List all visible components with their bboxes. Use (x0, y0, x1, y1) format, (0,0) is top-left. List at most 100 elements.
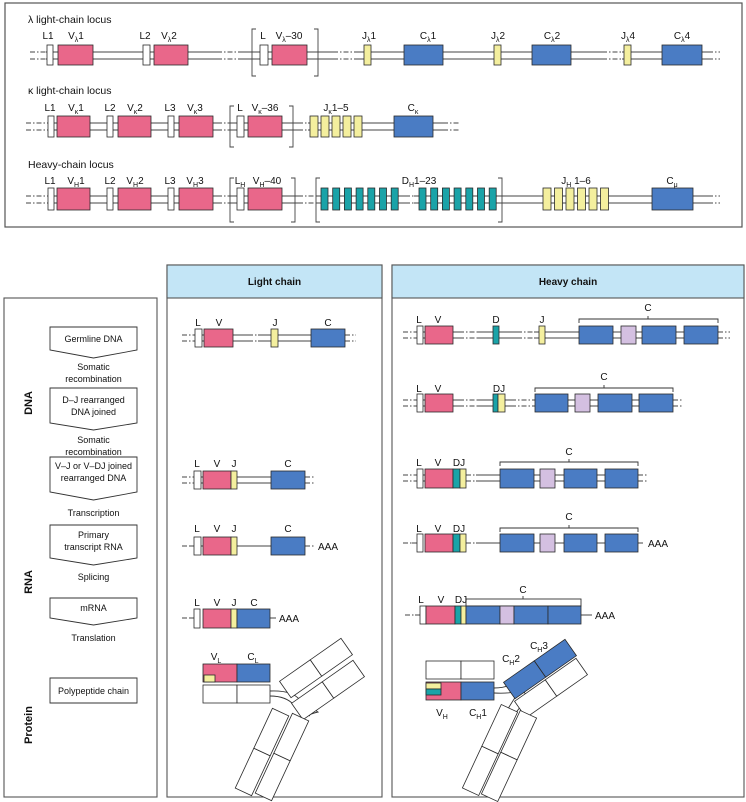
label-part: L (416, 458, 422, 469)
gene-segment (193, 470, 202, 490)
gene-segment (46, 44, 54, 66)
ch2-label: CH2 (502, 654, 520, 667)
segment-label: C (284, 524, 291, 535)
light-domain (425, 660, 462, 680)
cl-label: CL (247, 652, 258, 665)
light-domain (460, 660, 495, 680)
gene-segment (539, 468, 556, 489)
j-segment (600, 187, 609, 211)
label-part: L (194, 598, 200, 609)
label-part: 1 (79, 176, 85, 187)
label-part: C (247, 652, 254, 663)
gene-segment (424, 533, 454, 553)
label-part: 2 (514, 654, 520, 665)
label-part: J (232, 598, 237, 609)
heavy-chain-header (391, 264, 745, 299)
subscript: H (193, 182, 198, 189)
segment-label: Jλ1 (362, 31, 377, 44)
process-step-label: recombination (65, 374, 122, 384)
label-part: V (214, 598, 221, 609)
label-part: L (416, 315, 422, 326)
gene-segment (499, 533, 535, 553)
subscript: H (74, 182, 79, 189)
label-part: V (435, 315, 442, 326)
gene-segment (194, 328, 203, 348)
segment-label: V (214, 524, 221, 535)
stage-label: rearranged DNA (61, 473, 127, 483)
subscript: H (537, 647, 542, 654)
segment-label: VH–40 (253, 176, 282, 189)
gene-segment (230, 608, 238, 629)
gene-segment (57, 44, 94, 66)
process-step-label: Splicing (78, 572, 110, 582)
domain (481, 703, 519, 755)
process-step-label: Somatic (77, 435, 110, 445)
section-label: Protein (23, 706, 35, 744)
gene-segment (604, 468, 639, 489)
segment-label: D (492, 315, 499, 326)
segment-label: Jλ2 (491, 31, 506, 44)
label-part: L2 (104, 103, 116, 114)
label-part: V (436, 708, 443, 719)
gene-segment (270, 536, 306, 556)
constant-region-label: C (565, 447, 572, 458)
subscript: κ (75, 109, 79, 116)
label-part: DJ (453, 524, 465, 535)
subscript: λ (496, 37, 500, 44)
segment-label: V (435, 524, 442, 535)
gene-segment (193, 536, 202, 556)
label-part: V (214, 524, 221, 535)
gene-segment (492, 325, 500, 345)
constant-region-label: C (565, 512, 572, 523)
segment-label: V (435, 384, 442, 395)
gene-segment (416, 533, 424, 553)
segment-label: L2 (139, 31, 151, 42)
poly-a-tail: AAA (318, 542, 338, 553)
vl-label: VL (211, 652, 222, 665)
label-part: J (273, 318, 278, 329)
segment-label: L1 (44, 103, 56, 114)
gene-segment (651, 187, 694, 211)
label-part: J (540, 315, 545, 326)
label-part: L (194, 459, 200, 470)
j-segment (309, 115, 319, 138)
segment-label: C (284, 459, 291, 470)
gene-segment (499, 468, 535, 489)
label-part: 3 (542, 641, 548, 652)
gene-segment (683, 325, 719, 345)
gene-segment (623, 44, 632, 66)
segment-label: L (260, 31, 266, 42)
segment-label: Vλ1 (68, 31, 84, 44)
gene-segment (419, 605, 427, 625)
antibody-stem (234, 707, 290, 797)
repeat-bracket (498, 177, 503, 223)
label-part: DJ (455, 595, 467, 606)
label-part: C (324, 318, 331, 329)
subscript: H (409, 182, 414, 189)
gene-segment (178, 187, 214, 211)
subscript: H (259, 182, 264, 189)
label-part: DJ (453, 458, 465, 469)
d-segment (390, 187, 399, 211)
j-segment (588, 187, 598, 211)
label-part: D (402, 176, 409, 187)
j-region (203, 674, 216, 683)
label-part: L1 (42, 31, 54, 42)
subscript: λ (168, 37, 172, 44)
segment-label: L3 (164, 103, 176, 114)
poly-a-tail: AAA (595, 611, 615, 622)
label-part: C (644, 303, 651, 314)
label-part: 4 (685, 31, 691, 42)
gene-segment (641, 325, 677, 345)
label-part: 1–23 (414, 176, 437, 187)
gene-segment (424, 468, 454, 489)
segment-label: V (435, 315, 442, 326)
subscript: λ (282, 37, 286, 44)
heavy-domain (202, 684, 238, 704)
segment-label: DJ (493, 384, 505, 395)
label-part: V (68, 31, 75, 42)
domain (273, 712, 310, 762)
gene-segment (56, 115, 91, 138)
